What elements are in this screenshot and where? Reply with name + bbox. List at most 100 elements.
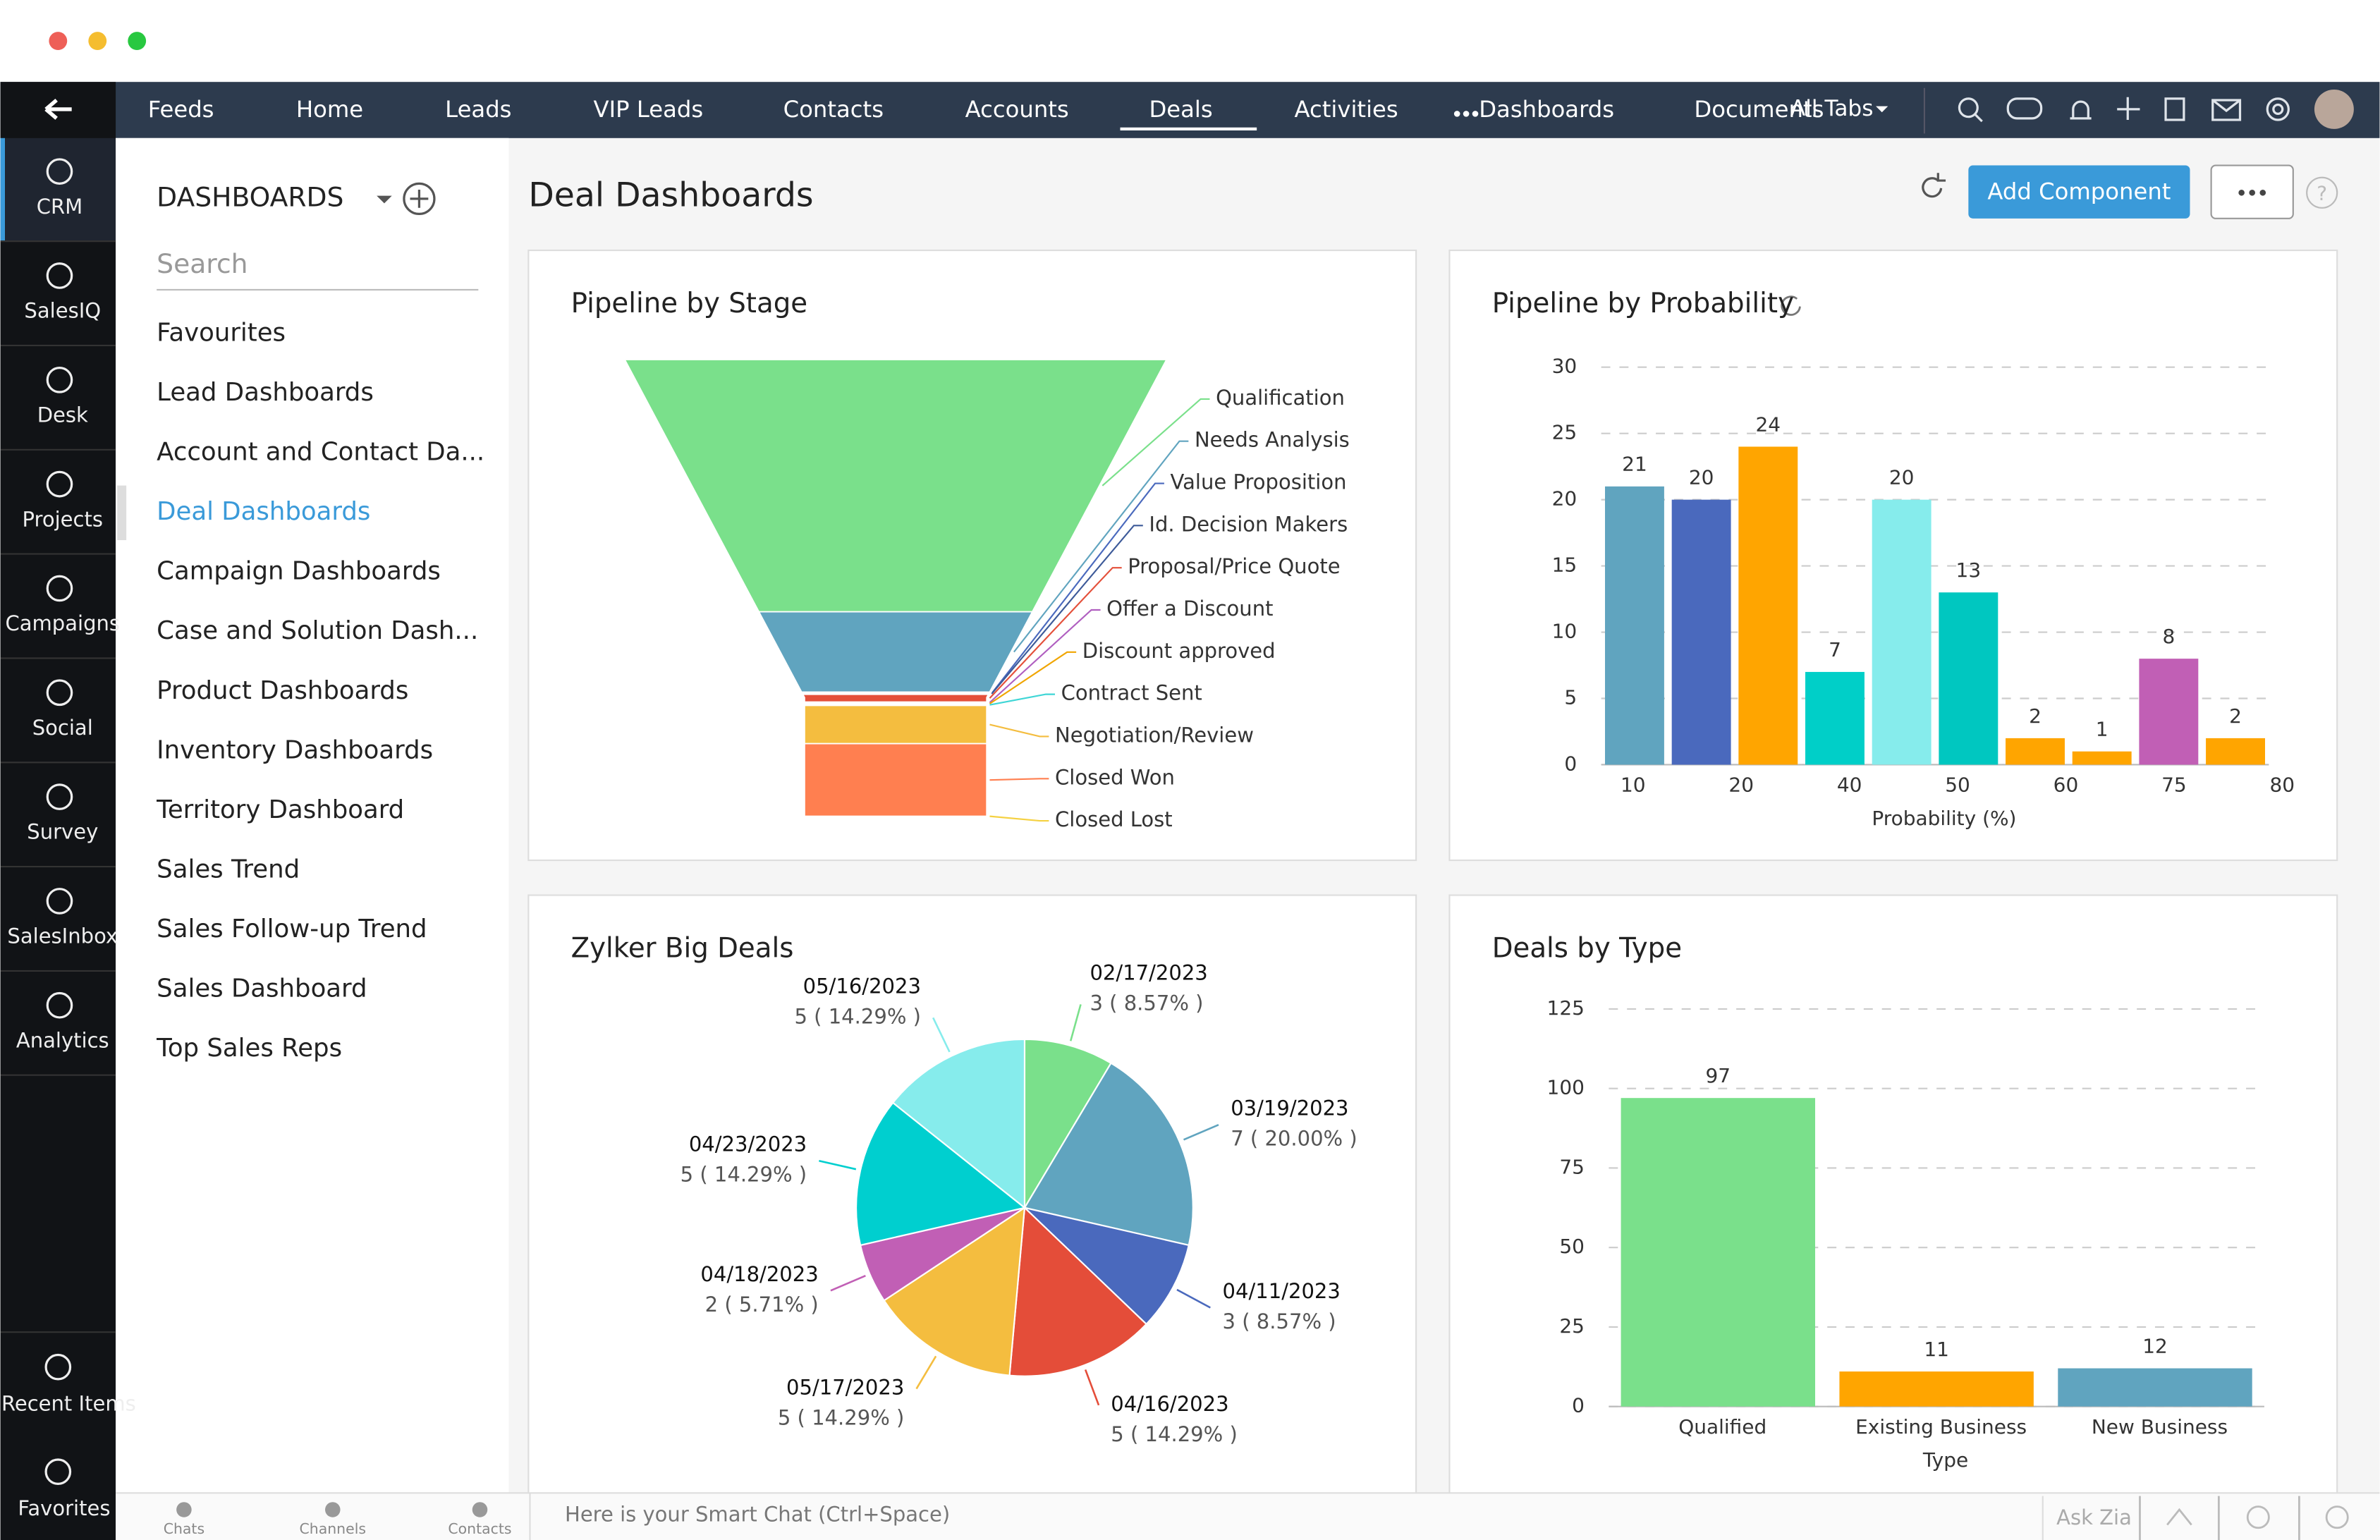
nav-item[interactable]: Documents [1694,96,1824,123]
sidebar [116,138,509,1493]
pie-slice [1023,1038,1112,1211]
nav-dots [1453,111,1479,117]
x-axis-label: Type [1922,1448,1968,1472]
help-mark: ? [2317,181,2327,204]
rail-item[interactable]: Campaigns [5,611,120,635]
rail-item[interactable]: SalesInbox [7,924,118,948]
chart-refresh-icon[interactable] [1781,295,1801,316]
all-tabs-caret [1876,106,1888,113]
avatar[interactable] [2314,89,2354,129]
funnel-segment [757,611,1034,693]
y-tick-label: 75 [1559,1155,1585,1178]
rail-icon [44,1458,72,1485]
maximize-button[interactable] [128,32,147,51]
rail-item[interactable]: Analytics [16,1028,109,1052]
add-dashboard[interactable] [403,182,436,216]
dashboard-link[interactable]: Sales Trend [157,855,300,884]
footer-tab-icon [472,1502,488,1517]
help-icon[interactable] [2306,176,2338,209]
funnel-leader [991,482,1164,693]
dashboard-link[interactable]: Sales Follow-up Trend [157,915,427,943]
menu-icon[interactable] [44,98,72,120]
dashboard-link[interactable]: Territory Dashboard [156,795,404,824]
rail-item[interactable]: Survey [27,820,98,844]
pie-leader [1183,1124,1219,1141]
x-tick-label: 10 [1621,774,1646,797]
dashboard-link[interactable]: Deal Dashboards [157,497,370,526]
rail-icon [46,679,73,707]
dashboard-link[interactable]: Product Dashboards [157,676,408,705]
funnel-segment [802,693,989,703]
funnel-label: Value Proposition [1171,470,1347,494]
bar [1621,1098,1816,1407]
pie-leader [819,1159,857,1171]
nav-item[interactable]: Feeds [148,96,214,123]
pie-value-label: 5 ( 14.29% ) [681,1163,807,1187]
refresh-icon[interactable] [1922,173,1946,198]
rail-icon [46,262,73,289]
pie-leader [932,1017,951,1053]
bar [1805,671,1865,765]
title-bar [0,0,2380,82]
rail-icon [46,366,73,393]
data-label: 8 [2162,625,2175,648]
dashboard-link[interactable]: Top Sales Reps [156,1034,342,1063]
app-rail [0,82,116,1540]
dropdown-icon[interactable] [377,195,392,204]
rail-item[interactable]: Desk [37,403,88,427]
funnel-label: Proposal/Price Quote [1128,554,1340,578]
footer-tab[interactable]: Contacts [448,1520,511,1537]
pie-value-label: 3 ( 8.57% ) [1090,991,1203,1015]
nav-item[interactable]: Home [296,96,363,123]
x-tick-label: 20 [1728,774,1754,797]
dashboard-link[interactable]: Account and Contact Da... [157,438,484,467]
y-tick-label: 100 [1547,1076,1585,1099]
bar [2206,738,2265,765]
nav-item[interactable]: Activities [1295,96,1398,123]
dashboard-link[interactable]: Lead Dashboards [157,378,374,407]
nav-item[interactable]: Dashboards [1479,96,1614,123]
chart-title: Zylker Big Deals [571,932,794,964]
dashboard-link[interactable]: Inventory Dashboards [157,735,433,764]
nav-item[interactable]: VIP Leads [594,96,704,123]
search-input[interactable]: Search [157,248,248,279]
add-component-label: Add Component [1987,178,2171,204]
nav-item[interactable]: Leads [445,96,511,123]
all-tabs[interactable]: All Tabs [1790,96,1874,121]
footer-tab[interactable]: Channels [299,1520,366,1537]
funnel-label: Negotiation/Review [1055,723,1254,747]
rail-item[interactable]: CRM [37,195,83,219]
ask-zia[interactable]: Ask Zia [2056,1505,2132,1529]
rail-icon [46,575,73,602]
rail-item[interactable]: SalesIQ [24,299,101,323]
add-icon [410,189,429,208]
footer-tab[interactable]: Chats [164,1520,205,1537]
nav-item[interactable]: Deals [1149,96,1212,123]
rail-item[interactable]: Favorites [18,1496,110,1520]
pie-leader [830,1274,866,1292]
sidebar-title: DASHBOARDS [157,181,343,212]
add-component-button[interactable] [1968,165,2190,219]
bar [2058,1368,2252,1407]
rail-item[interactable]: Social [32,716,93,740]
minimize-button[interactable] [88,32,107,51]
pie-label: 04/18/2023 [700,1262,818,1286]
nav-item[interactable]: Contacts [783,96,884,123]
dashboard-link[interactable]: Case and Solution Dash... [157,616,478,645]
rail-icon [46,470,73,498]
dashboard-link[interactable]: Sales Dashboard [157,974,367,1003]
data-label: 20 [1689,466,1714,489]
rail-item[interactable]: Recent Items [1,1391,136,1415]
close-button[interactable] [49,32,68,51]
footer-icons [2139,1496,2349,1540]
nav-item[interactable]: Accounts [965,96,1069,123]
data-label: 97 [1706,1064,1731,1087]
bar [1839,1371,2034,1407]
dashboard-link[interactable]: Campaign Dashboards [157,557,441,586]
dashboard-link[interactable]: Favourites [157,318,286,347]
smart-chat[interactable]: Here is your Smart Chat (Ctrl+Space) [565,1503,950,1527]
pie-value-label: 2 ( 5.71% ) [705,1292,819,1316]
data-label: 1 [2096,718,2109,741]
rail-item[interactable]: Projects [23,507,103,531]
pie-slice [891,1038,1026,1210]
